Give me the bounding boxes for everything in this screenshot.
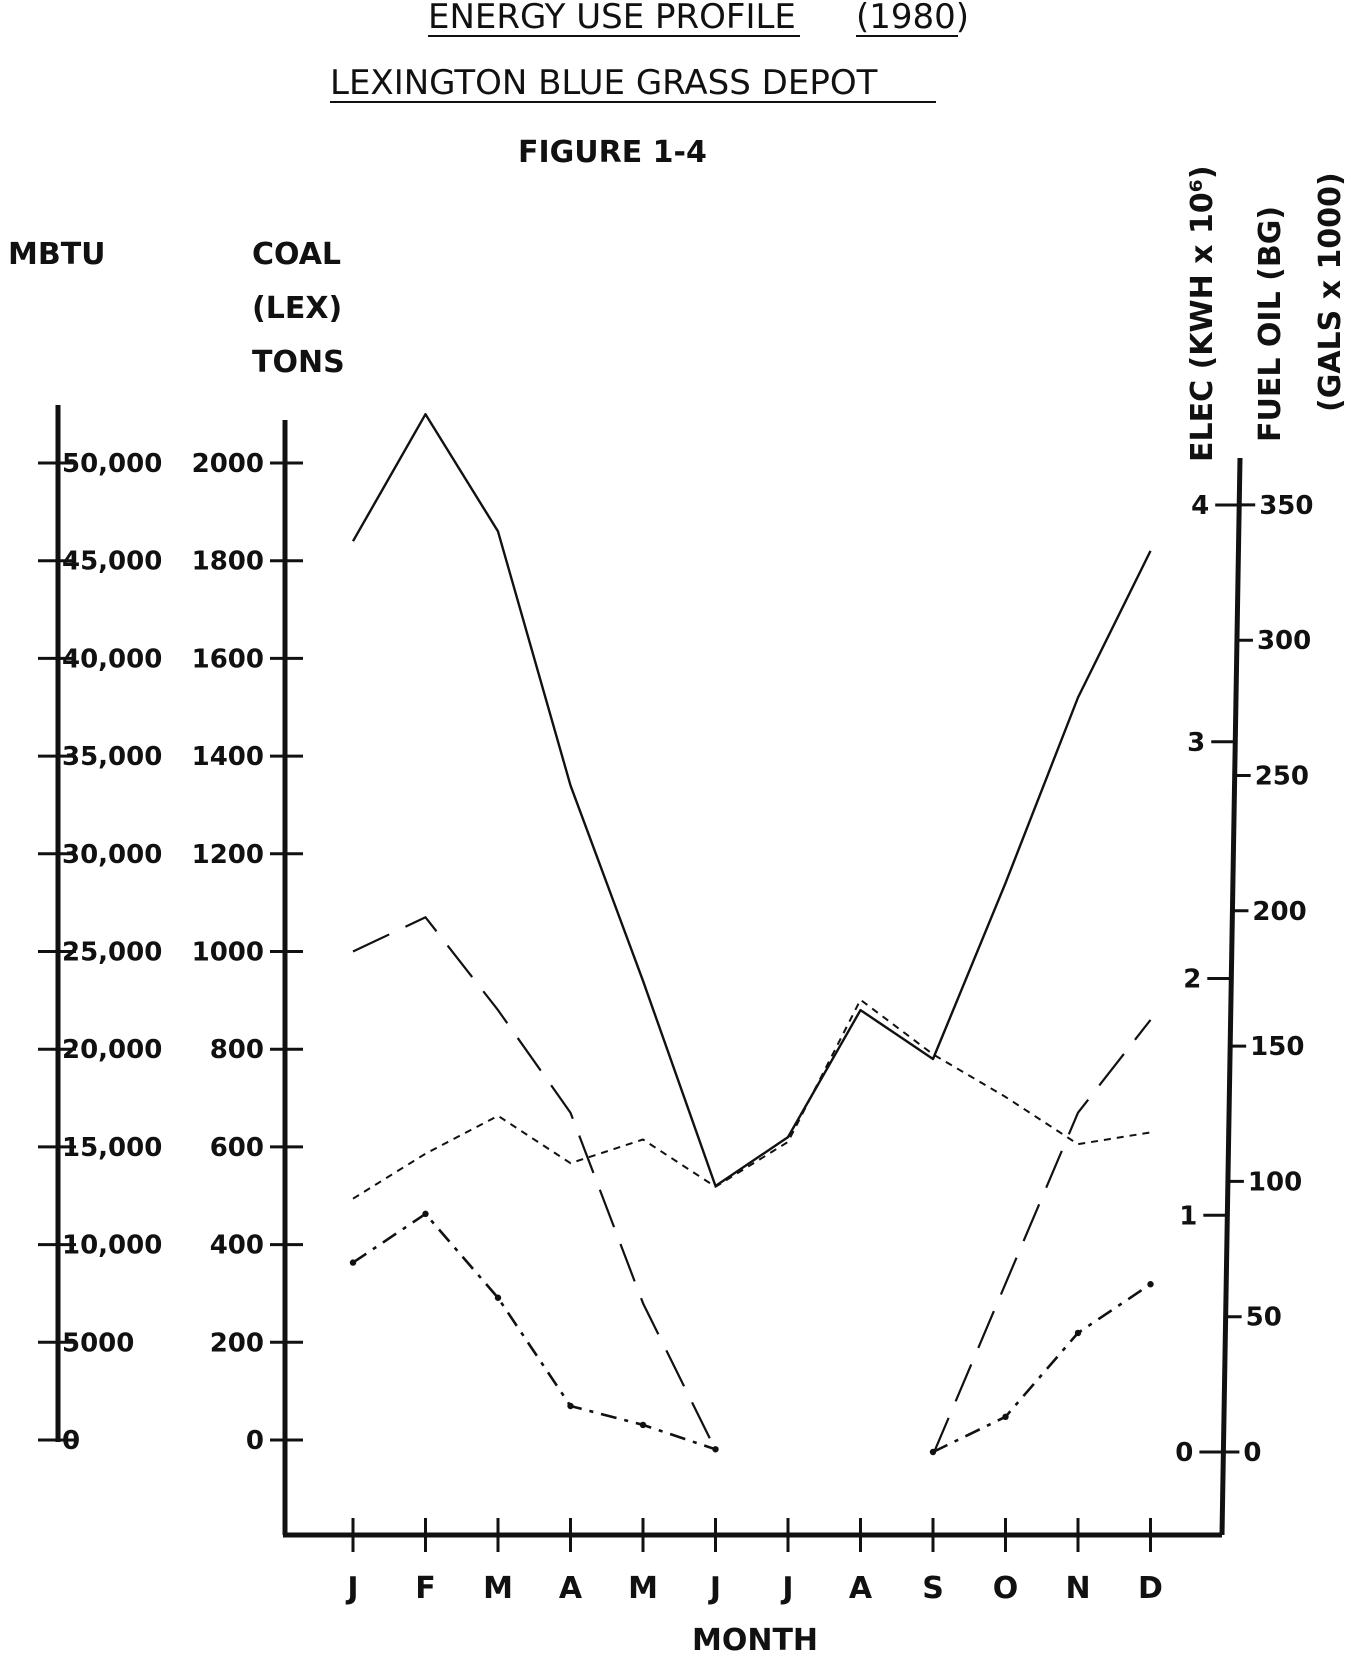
series-dash-dot-point	[640, 1422, 646, 1428]
mbtu-tick-label: 15,000	[62, 1133, 162, 1163]
mbtu-axis-label: MBTU	[8, 237, 106, 272]
mbtu-tick-label: 25,000	[62, 938, 162, 968]
coal-tick-label: 200	[210, 1328, 264, 1358]
series-dash-dot-point	[495, 1295, 501, 1301]
series-dash-dot-line	[353, 1214, 716, 1449]
fuel-oil-tick-label: 300	[1257, 626, 1311, 656]
elec-tick-label: 2	[1183, 965, 1201, 995]
title-line-2: LEXINGTON BLUE GRASS DEPOT	[330, 63, 878, 103]
month-tick-label: M	[483, 1571, 513, 1606]
mbtu-tick-label: 30,000	[62, 840, 162, 870]
fuel-oil-tick-label: 100	[1248, 1167, 1302, 1197]
coal-tick-label: 1800	[192, 547, 264, 577]
mbtu-tick-label: 50,000	[62, 449, 162, 479]
title-line-1-left: ENERGY USE PROFILE	[428, 0, 796, 37]
month-tick-label: D	[1138, 1571, 1163, 1606]
series-dash-dot-line	[933, 1284, 1151, 1452]
mbtu-tick-label: 45,000	[62, 547, 162, 577]
right-axis-line	[1222, 458, 1240, 1535]
mbtu-tick-label: 0	[62, 1426, 80, 1456]
month-tick-label: M	[628, 1571, 658, 1606]
series-dash-dot-point	[422, 1211, 428, 1217]
coal-tick-label: 2000	[192, 449, 264, 479]
series-long-dash-line	[933, 1020, 1151, 1455]
fuel-oil-tick-label: 200	[1252, 897, 1306, 927]
fuel-oil-tick-label: 50	[1246, 1303, 1282, 1333]
month-tick-label: A	[849, 1571, 873, 1606]
mbtu-tick-label: 20,000	[62, 1035, 162, 1065]
series-dash-dot-point	[1002, 1414, 1008, 1420]
elec-tick-label: 4	[1191, 491, 1209, 521]
month-tick-label: A	[559, 1571, 583, 1606]
elec-tick-label: 0	[1175, 1438, 1193, 1468]
coal-tick-label: 1400	[192, 742, 264, 772]
month-tick-label: N	[1065, 1571, 1090, 1606]
coal-tick-label: 1200	[192, 840, 264, 870]
series-dash-dot-point	[567, 1403, 573, 1409]
series-long-dash-line	[353, 917, 716, 1450]
month-tick-label: F	[415, 1571, 436, 1606]
series-solid-line	[353, 414, 1151, 1186]
fuel-oil-tick-label: 0	[1243, 1438, 1261, 1468]
coal-tick-label: 1600	[192, 644, 264, 674]
elec-tick-label: 1	[1179, 1201, 1197, 1231]
coal-tick-label: 600	[210, 1133, 264, 1163]
mbtu-tick-label: 40,000	[62, 644, 162, 674]
coal-axis-label-1: COAL	[252, 237, 341, 272]
x-axis-label: MONTH	[692, 1623, 818, 1658]
series-dash-dot-point	[350, 1259, 356, 1265]
fuel-oil-tick-label: 250	[1255, 762, 1309, 792]
coal-axis-label-2: (LEX)	[252, 291, 342, 326]
month-tick-label: J	[708, 1571, 721, 1606]
elec-axis-label: ELEC (KWH x 10⁶)	[1185, 165, 1220, 462]
coal-tick-label: 0	[246, 1426, 264, 1456]
fuel-oil-tick-label: 350	[1259, 491, 1313, 521]
series-short-dash-line	[353, 1000, 1151, 1199]
mbtu-tick-label: 10,000	[62, 1231, 162, 1261]
month-tick-label: S	[922, 1571, 944, 1606]
coal-tick-label: 1000	[192, 938, 264, 968]
fuel-oil-tick-label: 150	[1250, 1032, 1304, 1062]
series-dash-dot-point	[930, 1449, 936, 1455]
elec-tick-label: 3	[1187, 728, 1205, 758]
figure-label: FIGURE 1-4	[518, 135, 707, 170]
fuel-oil-axis-label: FUEL OIL (BG)	[1253, 206, 1288, 442]
title-line-1-right: (1980)	[856, 0, 969, 37]
month-tick-label: J	[345, 1571, 358, 1606]
month-tick-label: J	[780, 1571, 793, 1606]
coal-axis-label-3: TONS	[252, 345, 345, 380]
series-dash-dot-point	[712, 1446, 718, 1452]
coal-tick-label: 400	[210, 1231, 264, 1261]
mbtu-tick-label: 5000	[62, 1328, 134, 1358]
coal-tick-label: 800	[210, 1035, 264, 1065]
fuel-oil-gals-axis-label: (GALS x 1000)	[1313, 172, 1348, 412]
series-dash-dot-point	[1147, 1281, 1153, 1287]
series-dash-dot-point	[1075, 1330, 1081, 1336]
month-tick-label: O	[993, 1571, 1019, 1606]
mbtu-tick-label: 35,000	[62, 742, 162, 772]
